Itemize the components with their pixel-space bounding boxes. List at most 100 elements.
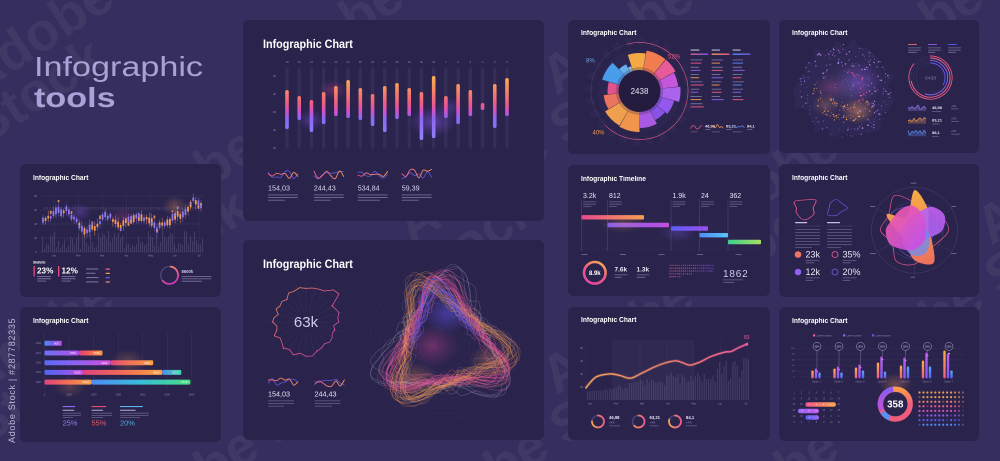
svg-text:2400: 2400 bbox=[101, 361, 108, 365]
svg-text:2017: 2017 bbox=[36, 352, 42, 355]
svg-text:29: 29 bbox=[408, 59, 412, 63]
svg-text:28: 28 bbox=[395, 59, 399, 63]
svg-text:2019: 2019 bbox=[36, 371, 42, 374]
svg-text:154,03: 154,03 bbox=[268, 183, 290, 192]
svg-text:+2%: +2% bbox=[951, 116, 957, 120]
svg-text:80: 80 bbox=[792, 354, 795, 356]
svg-text:40: 40 bbox=[273, 145, 277, 149]
svg-text:3000: 3000 bbox=[116, 394, 122, 397]
svg-text:60%: 60% bbox=[925, 346, 931, 349]
svg-text:244,43: 244,43 bbox=[314, 183, 336, 192]
svg-text:Option 1: Option 1 bbox=[812, 381, 822, 384]
svg-text:20: 20 bbox=[792, 371, 795, 373]
svg-text:55%: 55% bbox=[92, 419, 107, 428]
svg-text:12k: 12k bbox=[806, 267, 821, 277]
svg-text:16: 16 bbox=[800, 403, 803, 406]
svg-text:Lorem ipsum: Lorem ipsum bbox=[876, 334, 891, 338]
svg-text:13: 13 bbox=[830, 398, 833, 401]
svg-text:0: 0 bbox=[36, 250, 38, 254]
svg-text:8: 8 bbox=[816, 421, 818, 424]
svg-text:7: 7 bbox=[838, 392, 840, 395]
svg-text:7.6k: 7.6k bbox=[614, 267, 627, 274]
svg-text:2000: 2000 bbox=[91, 394, 97, 397]
svg-text:Feb: Feb bbox=[76, 254, 81, 258]
svg-text:3: 3 bbox=[831, 415, 833, 418]
svg-text:Option 3: Option 3 bbox=[855, 381, 865, 384]
svg-text:Apr: Apr bbox=[665, 401, 669, 405]
svg-text:20: 20 bbox=[298, 59, 302, 63]
svg-text:4201: 4201 bbox=[144, 361, 151, 365]
svg-text:Mar: Mar bbox=[639, 401, 644, 405]
svg-text:12%: 12% bbox=[62, 267, 79, 276]
svg-text:358: 358 bbox=[887, 400, 904, 411]
svg-text:60%: 60% bbox=[947, 346, 953, 349]
svg-text:40: 40 bbox=[580, 359, 583, 363]
svg-text:9: 9 bbox=[823, 421, 825, 424]
svg-text:40: 40 bbox=[34, 222, 37, 226]
svg-text:11: 11 bbox=[815, 398, 818, 401]
svg-text:+4%: +4% bbox=[686, 420, 692, 424]
svg-text:3: 3 bbox=[808, 392, 810, 395]
svg-text:+2%: +2% bbox=[951, 104, 957, 108]
svg-text:3.2k: 3.2k bbox=[583, 193, 597, 200]
svg-text:100: 100 bbox=[791, 348, 795, 350]
svg-text:Jan: Jan bbox=[587, 401, 592, 405]
svg-text:84,1: 84,1 bbox=[686, 415, 695, 420]
svg-text:25: 25 bbox=[359, 59, 363, 63]
svg-text:1501: 1501 bbox=[70, 351, 77, 355]
svg-text:20%: 20% bbox=[120, 419, 135, 428]
svg-text:52%: 52% bbox=[668, 54, 681, 60]
svg-text:1.3k: 1.3k bbox=[636, 267, 649, 274]
svg-text:Mar: Mar bbox=[100, 254, 105, 258]
svg-text:Lorem ipsum: Lorem ipsum bbox=[817, 334, 832, 338]
svg-text:4000: 4000 bbox=[140, 394, 146, 397]
svg-text:900: 900 bbox=[54, 341, 59, 345]
svg-text:31: 31 bbox=[432, 59, 436, 63]
svg-text:362: 362 bbox=[729, 193, 741, 200]
svg-text:12: 12 bbox=[822, 398, 825, 401]
svg-text:26: 26 bbox=[822, 409, 825, 412]
svg-text:6438: 6438 bbox=[925, 75, 936, 81]
svg-text:2: 2 bbox=[801, 392, 803, 395]
svg-text:2016: 2016 bbox=[36, 342, 42, 345]
svg-text:244,43: 244,43 bbox=[315, 389, 337, 398]
svg-text:86,1: 86,1 bbox=[932, 130, 941, 135]
svg-text:26: 26 bbox=[371, 59, 375, 63]
svg-text:84,1: 84,1 bbox=[746, 123, 755, 128]
svg-text:534,84: 534,84 bbox=[358, 183, 380, 192]
svg-text:19: 19 bbox=[285, 59, 289, 63]
svg-text:1.9k: 1.9k bbox=[672, 193, 686, 200]
svg-text:60%: 60% bbox=[903, 346, 909, 349]
svg-text:4: 4 bbox=[838, 415, 840, 418]
svg-text:24: 24 bbox=[347, 59, 351, 63]
svg-text:154,03: 154,03 bbox=[268, 389, 290, 398]
svg-text:8.9k: 8.9k bbox=[588, 271, 600, 277]
svg-text:9520: 9520 bbox=[74, 371, 81, 375]
svg-text:5173: 5173 bbox=[172, 371, 179, 375]
svg-text:60: 60 bbox=[792, 360, 795, 362]
svg-text:23%: 23% bbox=[37, 267, 54, 276]
svg-text:9: 9 bbox=[801, 398, 803, 401]
svg-text:80: 80 bbox=[34, 194, 37, 198]
svg-text:0: 0 bbox=[793, 377, 795, 379]
svg-text:Statistic: Statistic bbox=[33, 261, 46, 265]
svg-text:2: 2 bbox=[457, 59, 459, 63]
svg-text:63k: 63k bbox=[294, 314, 319, 331]
svg-text:6: 6 bbox=[506, 59, 508, 63]
svg-text:6: 6 bbox=[801, 421, 803, 424]
svg-text:Jul: Jul bbox=[197, 254, 201, 258]
svg-text:8: 8 bbox=[793, 398, 795, 401]
svg-text:27: 27 bbox=[383, 59, 387, 63]
svg-text:46,98: 46,98 bbox=[932, 105, 943, 110]
svg-text:28: 28 bbox=[837, 409, 840, 412]
svg-text:+4%: +4% bbox=[609, 420, 615, 424]
svg-text:40: 40 bbox=[792, 365, 795, 367]
svg-text:Lorem ipsum: Lorem ipsum bbox=[847, 334, 862, 338]
svg-text:20%: 20% bbox=[843, 267, 861, 277]
svg-text:83: 83 bbox=[744, 335, 750, 341]
svg-text:25%: 25% bbox=[63, 419, 78, 428]
svg-text:May: May bbox=[148, 254, 154, 258]
svg-text:4: 4 bbox=[816, 392, 818, 395]
svg-text:Option 7: Option 7 bbox=[944, 381, 954, 384]
svg-text:59,39: 59,39 bbox=[402, 183, 420, 192]
